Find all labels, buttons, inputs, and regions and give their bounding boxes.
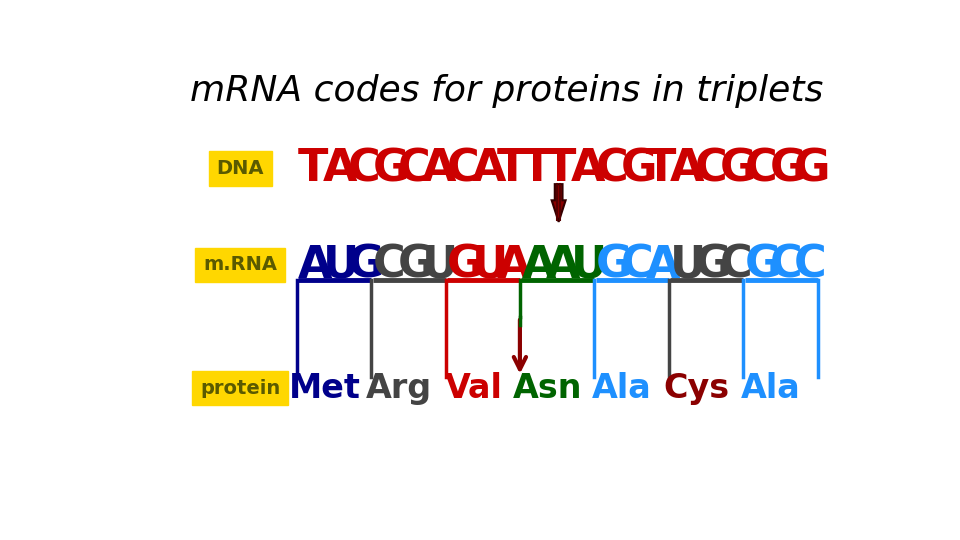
Text: C: C [770, 244, 803, 287]
Text: G: G [745, 244, 781, 287]
Text: Val: Val [444, 372, 502, 404]
Text: C: C [695, 147, 728, 190]
Text: A: A [324, 147, 357, 190]
Text: A: A [422, 147, 457, 190]
Text: G: G [596, 244, 633, 287]
Text: T: T [496, 147, 527, 190]
FancyArrow shape [552, 184, 565, 222]
Text: U: U [670, 244, 707, 287]
Text: C: C [794, 244, 827, 287]
Text: G: G [770, 147, 806, 190]
Text: G: G [348, 244, 384, 287]
Text: T: T [546, 147, 577, 190]
Text: m.RNA: m.RNA [204, 255, 277, 274]
Text: Ala: Ala [592, 372, 652, 404]
Text: U: U [422, 244, 459, 287]
Text: C: C [447, 147, 480, 190]
Text: C: C [596, 147, 629, 190]
Text: T: T [521, 147, 552, 190]
Text: DNA: DNA [216, 159, 264, 178]
Text: G: G [447, 244, 484, 287]
Text: A: A [472, 147, 506, 190]
Text: G: G [695, 244, 732, 287]
Text: protein: protein [200, 379, 280, 397]
Text: Cys: Cys [663, 372, 730, 404]
Text: A: A [670, 147, 705, 190]
Text: T: T [645, 147, 676, 190]
Text: A: A [546, 244, 581, 287]
Text: U: U [324, 244, 359, 287]
Text: A: A [521, 244, 556, 287]
Text: C: C [621, 244, 654, 287]
Text: C: C [720, 244, 753, 287]
Text: C: C [372, 244, 405, 287]
Text: G: G [397, 244, 434, 287]
Text: C: C [745, 147, 778, 190]
Text: A: A [645, 244, 680, 287]
Text: U: U [571, 244, 608, 287]
Text: A: A [571, 147, 606, 190]
Text: Ala: Ala [741, 372, 801, 404]
Text: A: A [496, 244, 531, 287]
Text: Met: Met [289, 372, 361, 404]
Text: G: G [720, 147, 756, 190]
Text: A: A [299, 244, 333, 287]
Text: G: G [372, 147, 409, 190]
Text: mRNA codes for proteins in triplets: mRNA codes for proteins in triplets [190, 74, 823, 108]
Text: C: C [397, 147, 430, 190]
Text: Arg: Arg [366, 372, 432, 404]
Text: U: U [472, 244, 508, 287]
Text: Asn: Asn [513, 372, 583, 404]
Text: C: C [348, 147, 380, 190]
Text: T: T [299, 147, 328, 190]
Text: G: G [794, 147, 830, 190]
Text: G: G [621, 147, 658, 190]
